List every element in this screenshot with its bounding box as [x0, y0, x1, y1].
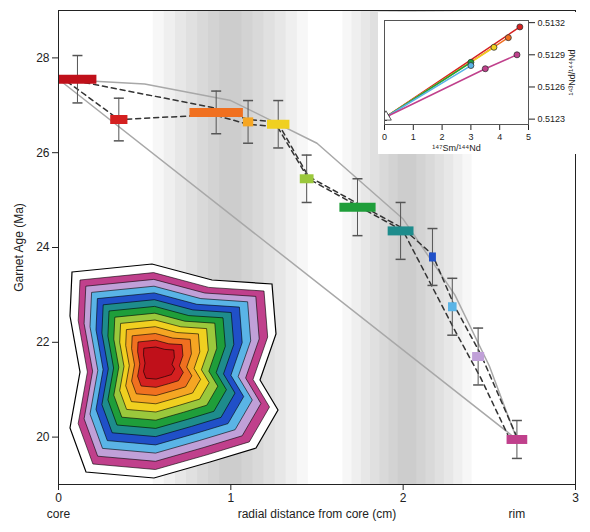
svg-text:24: 24	[36, 240, 50, 254]
svg-text:2: 2	[400, 491, 407, 505]
svg-text:Garnet Age (Ma): Garnet Age (Ma)	[12, 203, 26, 292]
svg-text:22: 22	[36, 335, 50, 349]
svg-text:26: 26	[36, 146, 50, 160]
svg-text:0.5132: 0.5132	[538, 18, 566, 28]
svg-text:rim: rim	[509, 507, 526, 521]
svg-text:20: 20	[36, 430, 50, 444]
svg-text:0.5129: 0.5129	[538, 50, 566, 60]
svg-text:3: 3	[468, 132, 473, 142]
svg-text:core: core	[47, 507, 71, 521]
svg-text:0: 0	[55, 491, 62, 505]
svg-text:1: 1	[411, 132, 416, 142]
svg-text:2: 2	[440, 132, 445, 142]
svg-text:0.5126: 0.5126	[538, 82, 566, 92]
svg-text:5: 5	[526, 132, 531, 142]
svg-text:4: 4	[497, 132, 502, 142]
svg-text:¹⁴⁷Sm/¹⁴⁴Nd: ¹⁴⁷Sm/¹⁴⁴Nd	[432, 143, 480, 153]
svg-text:1: 1	[227, 491, 234, 505]
svg-text:0: 0	[382, 132, 387, 142]
svg-text:radial distance from core (cm): radial distance from core (cm)	[238, 507, 397, 521]
svg-text:0.5123: 0.5123	[538, 114, 566, 124]
svg-text:¹⁴³Nd/¹⁴⁴Nd: ¹⁴³Nd/¹⁴⁴Nd	[567, 49, 577, 95]
svg-text:28: 28	[36, 51, 50, 65]
svg-text:3: 3	[572, 491, 579, 505]
